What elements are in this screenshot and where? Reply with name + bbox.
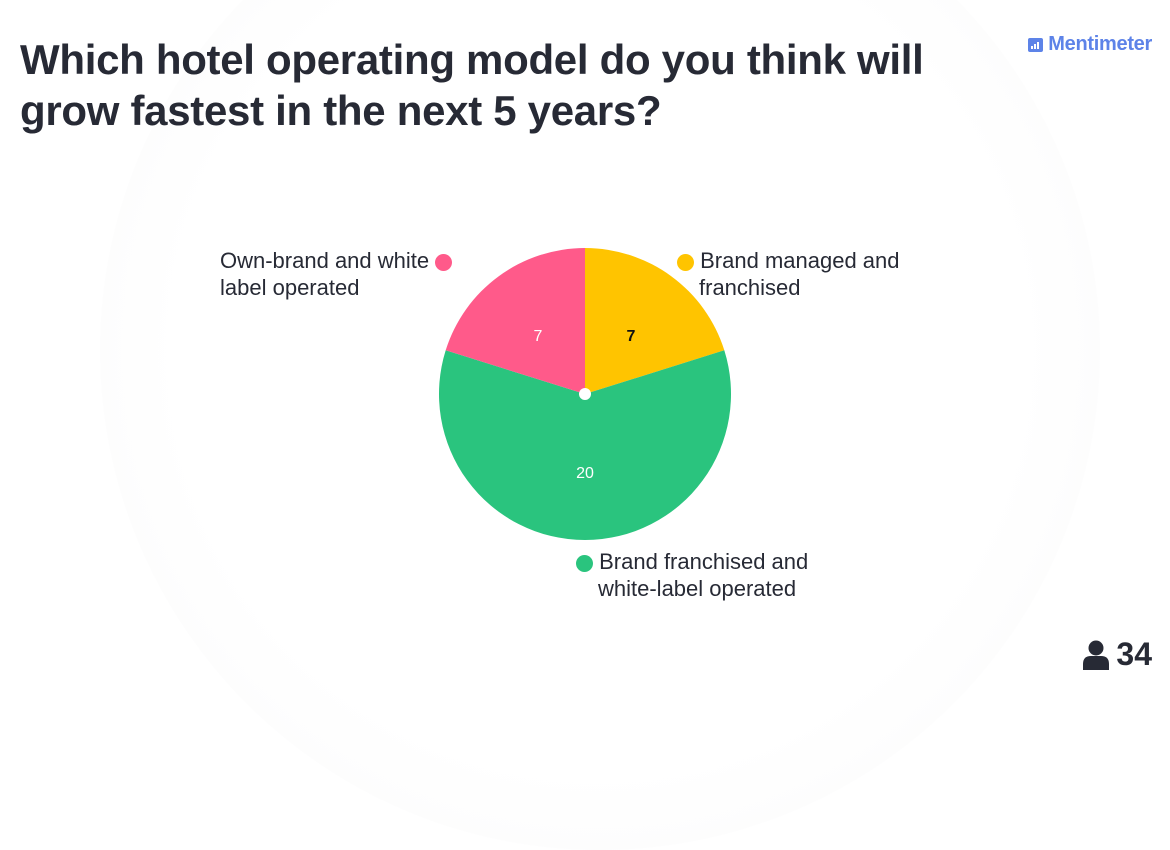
- value-own-brand: 7: [534, 328, 543, 345]
- participant-count: 34: [1116, 636, 1152, 672]
- brand-name: Mentimeter: [1048, 33, 1152, 55]
- legend-text: white-label operated: [598, 576, 797, 601]
- participant-counter: 34: [1082, 636, 1152, 673]
- legend-brand-managed: Brand managed and franchised: [677, 247, 900, 301]
- green-dot-icon: [576, 554, 593, 572]
- question-title: Which hotel operating model do you think…: [20, 36, 924, 134]
- legend-own-brand: Own-brand and white label operated: [220, 247, 453, 301]
- mentimeter-logo: Mentimeter: [1028, 33, 1152, 56]
- slice-brand-franchised: [439, 350, 731, 541]
- legend-text: Brand franchised and: [599, 549, 809, 574]
- value-brand-managed: 7: [627, 328, 636, 345]
- person-icon: [1083, 640, 1110, 670]
- slice-brand-managed: [585, 248, 725, 394]
- slice-own-brand: [445, 248, 585, 394]
- pie-chart: 7 20 7: [439, 248, 731, 541]
- pink-dot-icon: [435, 253, 453, 271]
- legend-text: Brand managed and: [700, 248, 900, 273]
- value-brand-franchised: 20: [576, 465, 594, 482]
- bar-chart-icon: [1028, 37, 1044, 52]
- legend-text: franchised: [699, 275, 801, 300]
- legend-brand-franchised: Brand franchised and white-label operate…: [576, 548, 808, 602]
- center-dot: [579, 388, 591, 400]
- legend-text: Own-brand and white: [220, 248, 430, 273]
- yellow-dot-icon: [677, 253, 694, 271]
- legend-text: label operated: [220, 275, 360, 300]
